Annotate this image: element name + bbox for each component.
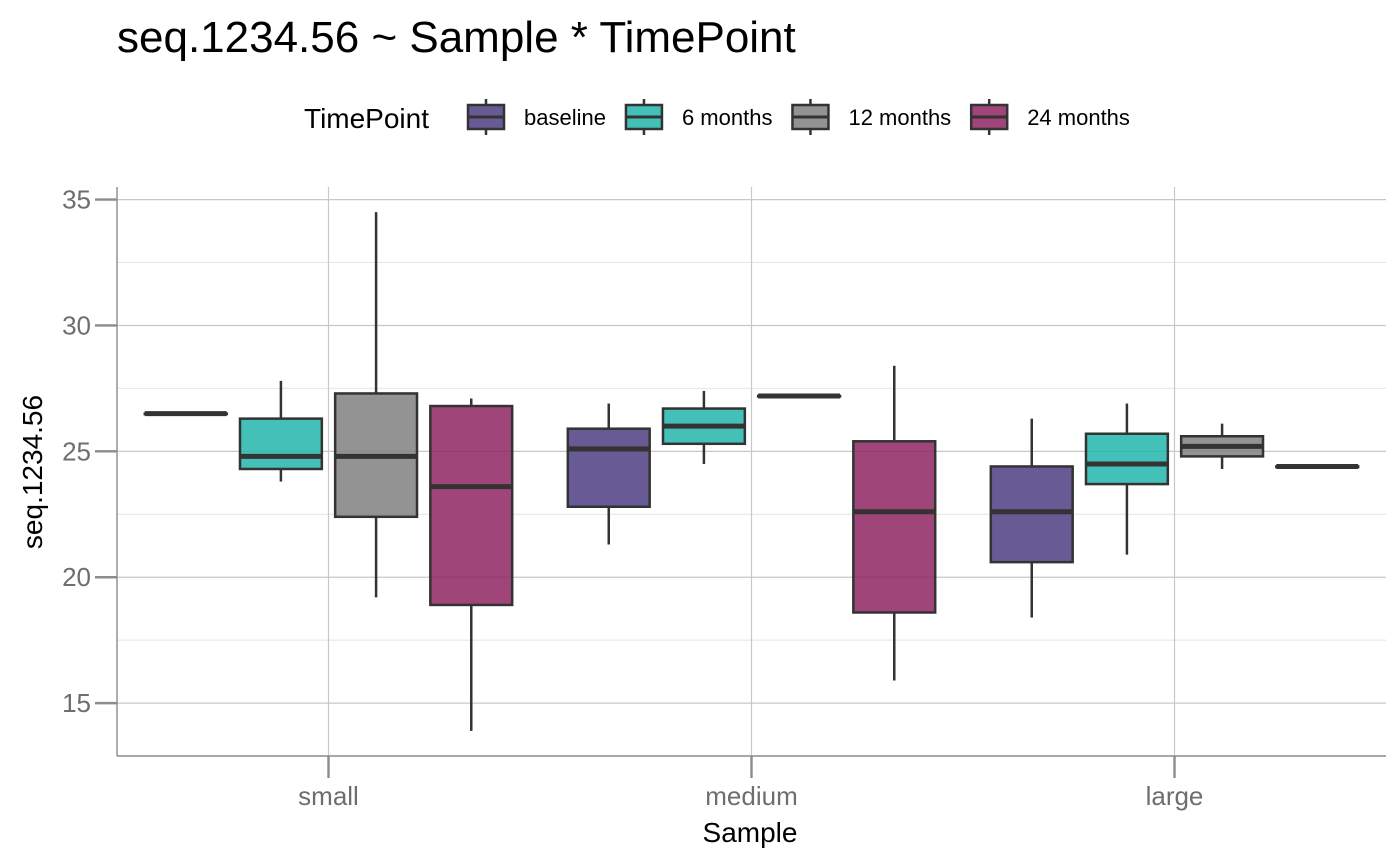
plot-area <box>143 212 1360 731</box>
box-12-months-large <box>1179 423 1265 469</box>
legend-item-24-months: 24 months <box>969 99 1130 135</box>
box-12-months-small <box>333 212 419 598</box>
legend-title: TimePoint <box>304 103 429 134</box>
axis-labels: 15 20 25 30 35 small medium large <box>62 185 1203 811</box>
y-axis-title: seq.1234.56 <box>17 395 48 549</box>
box-24-months-small <box>429 398 514 731</box>
box-body <box>989 465 1074 564</box>
chart-title: seq.1234.56 ~ Sample * TimePoint <box>117 13 796 62</box>
legend: TimePoint baseline 6 months 12 months 24 mo… <box>304 99 1130 135</box>
legend-label: 12 months <box>848 105 951 130</box>
box-12-months-medium <box>756 393 842 399</box>
box-24-months-medium <box>852 365 937 681</box>
box-body <box>566 427 651 508</box>
x-tick-label: medium <box>705 781 797 811</box>
legend-item-baseline: baseline <box>466 99 606 135</box>
grid <box>117 187 1386 756</box>
legend-item-6-months: 6 months <box>624 99 773 135</box>
legend-label: 24 months <box>1027 105 1130 130</box>
box-6-months-small <box>238 380 324 482</box>
box-body <box>238 417 324 471</box>
y-tick-label: 25 <box>62 436 91 466</box>
x-tick-label: small <box>298 781 359 811</box>
y-tick-label: 20 <box>62 562 91 592</box>
box-body <box>852 440 937 614</box>
legend-label: 6 months <box>682 105 773 130</box>
box-24-months-large <box>1275 463 1360 469</box>
box-baseline-large <box>989 418 1074 618</box>
box-baseline-medium <box>566 403 651 545</box>
y-tick-label: 35 <box>62 185 91 215</box>
box-body <box>429 404 514 607</box>
legend-label: baseline <box>524 105 606 130</box>
legend-item-12-months: 12 months <box>791 99 951 135</box>
box-6-months-medium <box>661 390 747 464</box>
y-tick-label: 15 <box>62 688 91 718</box>
box-baseline-small <box>143 411 228 417</box>
x-tick-label: large <box>1146 781 1204 811</box>
box-body <box>1084 432 1170 486</box>
axes <box>95 187 1386 778</box>
x-axis-title: Sample <box>703 817 798 848</box>
box-6-months-large <box>1084 403 1170 555</box>
y-tick-label: 30 <box>62 310 91 340</box>
